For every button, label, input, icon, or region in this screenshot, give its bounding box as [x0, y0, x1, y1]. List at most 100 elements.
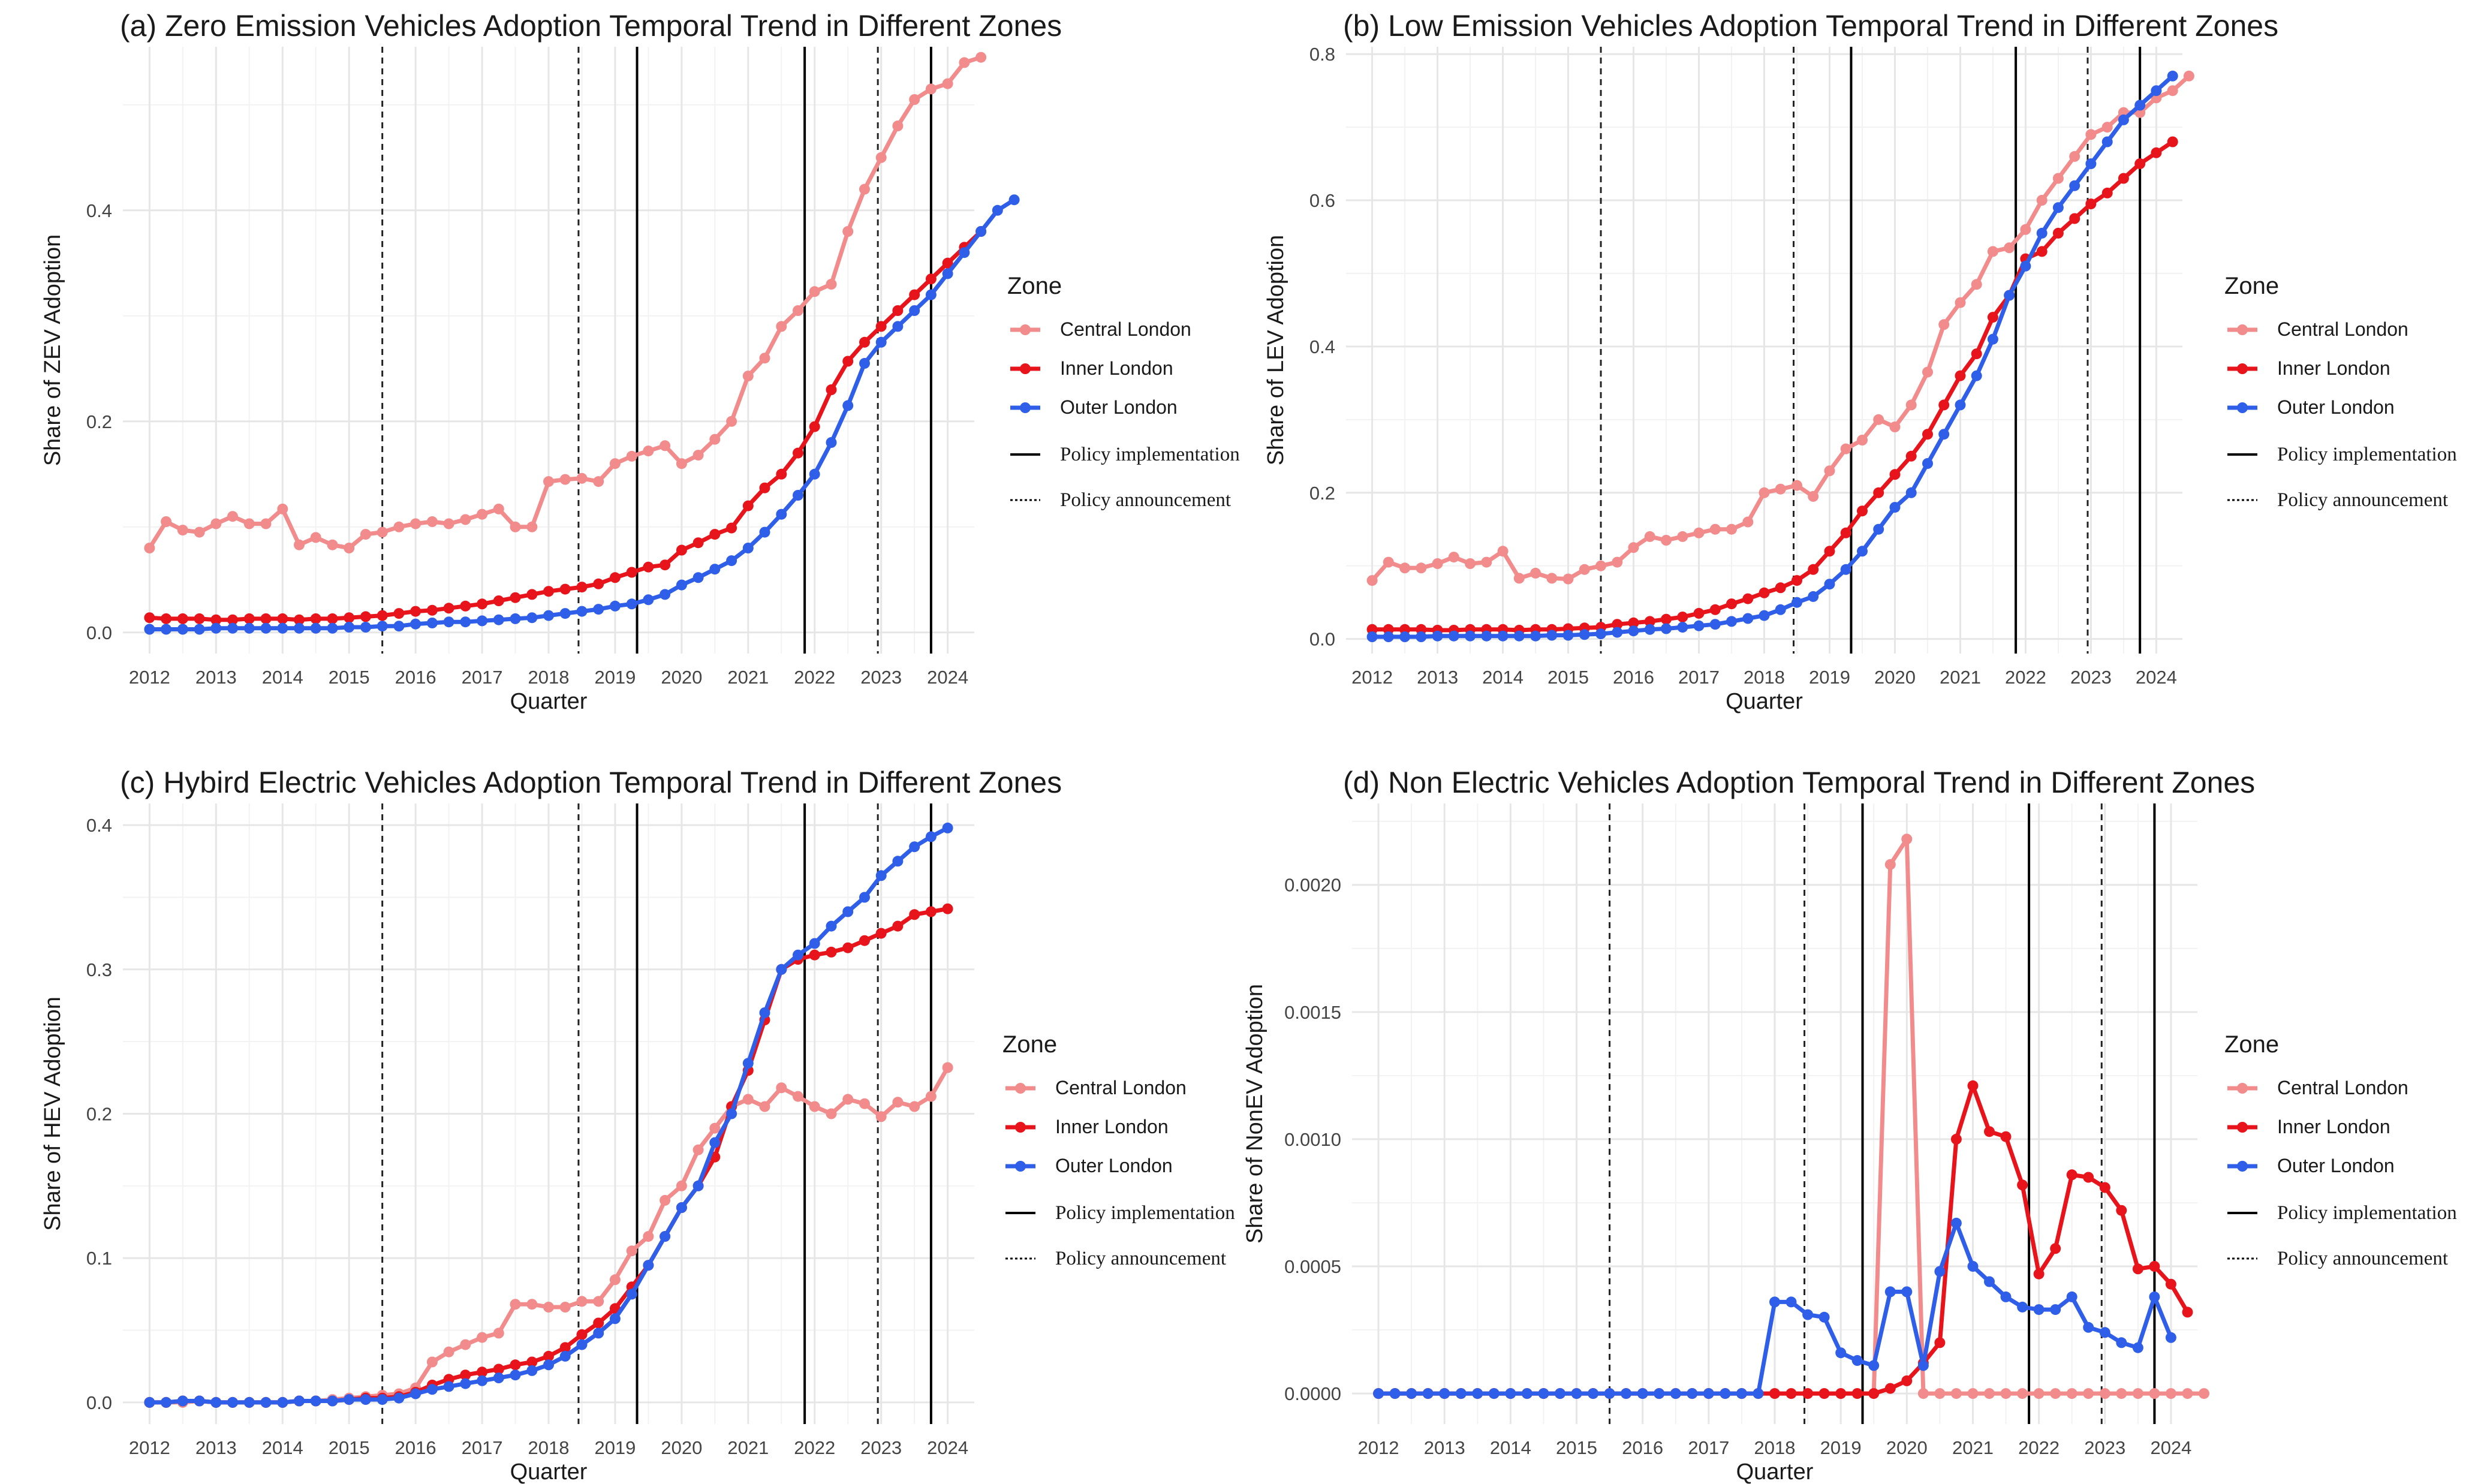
- data-point-outer: [1967, 1261, 1979, 1272]
- legend-label-inner: Inner London: [2277, 1116, 2390, 1137]
- data-point-outer: [344, 1394, 355, 1405]
- data-point-central: [626, 450, 637, 462]
- x-tick-label: 2023: [860, 1437, 902, 1458]
- x-tick-label: 2022: [2005, 667, 2046, 688]
- legend-marker-inner: [2237, 1122, 2248, 1133]
- data-point-outer: [1835, 1347, 1847, 1359]
- legend-label-impl: Policy implementation: [1060, 444, 1240, 465]
- data-point-inner: [543, 1350, 554, 1362]
- y-tick-label: 0.2: [86, 411, 112, 432]
- legend-label-impl: Policy implementation: [2277, 444, 2457, 465]
- x-tick-label: 2023: [2084, 1437, 2125, 1458]
- data-point-outer: [1637, 1388, 1648, 1399]
- data-point-outer: [260, 1396, 272, 1408]
- y-tick-label: 0.0010: [1284, 1129, 1341, 1150]
- data-point-central: [2052, 173, 2064, 184]
- data-point-central: [1579, 564, 1590, 575]
- y-tick-label: 0.0005: [1284, 1256, 1341, 1277]
- data-point-outer: [859, 358, 870, 369]
- data-point-inner: [510, 592, 521, 603]
- data-point-inner: [310, 613, 321, 624]
- data-point-inner: [144, 612, 155, 624]
- data-point-inner: [1934, 1337, 1946, 1348]
- data-point-outer: [1661, 623, 1672, 634]
- data-point-inner: [360, 611, 371, 622]
- data-point-outer: [1481, 630, 1492, 642]
- data-point-outer: [144, 624, 155, 635]
- legend-marker-central: [1015, 1083, 1026, 1094]
- data-point-outer: [1720, 1388, 1731, 1399]
- data-point-central: [1709, 523, 1721, 535]
- x-tick-label: 2020: [661, 1437, 702, 1458]
- data-point-outer: [377, 1394, 388, 1405]
- data-point-central: [2165, 1388, 2176, 1399]
- data-point-outer: [177, 624, 188, 635]
- data-point-central: [660, 440, 671, 451]
- data-point-inner: [609, 572, 621, 583]
- data-point-outer: [2017, 1301, 2028, 1313]
- data-point-outer: [1399, 631, 1411, 642]
- data-point-central: [1967, 1388, 1979, 1399]
- data-point-outer: [1521, 1388, 1532, 1399]
- data-point-inner: [2165, 1278, 2176, 1290]
- data-point-inner: [2134, 158, 2146, 170]
- data-point-central: [410, 518, 421, 529]
- data-point-inner: [793, 447, 803, 459]
- data-point-outer: [194, 1395, 205, 1407]
- data-point-central: [2004, 242, 2015, 254]
- data-point-outer: [1759, 610, 1770, 621]
- data-point-central: [426, 516, 438, 527]
- x-tick-label: 2013: [195, 667, 237, 688]
- data-point-outer: [1538, 1388, 1549, 1399]
- data-point-outer: [294, 1395, 305, 1407]
- data-point-outer: [676, 1202, 687, 1213]
- data-point-outer: [1465, 630, 1476, 642]
- data-point-inner: [2000, 1131, 2012, 1142]
- data-point-inner: [942, 257, 953, 269]
- data-point-outer: [2052, 202, 2064, 213]
- data-point-inner: [2118, 173, 2129, 184]
- data-point-outer: [1008, 194, 1020, 206]
- data-point-outer: [1562, 630, 1574, 641]
- data-point-central: [1562, 573, 1574, 585]
- data-point-outer: [1677, 622, 1688, 633]
- data-point-outer: [1709, 619, 1721, 630]
- x-tick-label: 2019: [1820, 1437, 1862, 1458]
- data-point-outer: [1432, 630, 1443, 642]
- data-point-outer: [742, 543, 754, 553]
- data-point-inner: [759, 482, 770, 493]
- data-point-inner: [1868, 1388, 1880, 1399]
- data-point-inner: [1661, 613, 1672, 625]
- data-point-outer: [377, 621, 388, 632]
- data-point-outer: [726, 555, 737, 567]
- data-point-inner: [277, 613, 288, 624]
- data-point-inner: [826, 946, 837, 958]
- data-point-outer: [875, 336, 887, 348]
- legend-label-ann: Policy announcement: [1055, 1248, 1226, 1269]
- data-point-central: [2182, 1388, 2193, 1399]
- legend-title: Zone: [1002, 1031, 1057, 1058]
- data-point-outer: [1703, 1388, 1714, 1399]
- data-point-outer: [1621, 1388, 1632, 1399]
- data-point-inner: [1835, 1388, 1847, 1399]
- y-tick-label: 0.8: [1309, 44, 1335, 65]
- data-point-inner: [443, 603, 454, 614]
- data-point-outer: [2167, 70, 2178, 82]
- data-point-outer: [1604, 1388, 1615, 1399]
- data-point-central: [543, 1302, 554, 1313]
- legend-label-ann: Policy announcement: [1060, 489, 1231, 511]
- data-point-central: [925, 1091, 937, 1102]
- data-point-outer: [1687, 1388, 1698, 1399]
- x-tick-label: 2017: [1688, 1437, 1729, 1458]
- data-point-outer: [909, 305, 920, 316]
- data-point-central: [460, 1339, 471, 1350]
- data-point-outer: [1422, 1388, 1434, 1399]
- chart-panel-d: 2012 2013 2014 2015 2016 2017 2018 2019 2020 2021…: [1242, 766, 2457, 1484]
- data-point-outer: [909, 841, 920, 853]
- data-point-inner: [2085, 198, 2097, 210]
- data-point-central: [576, 472, 588, 484]
- data-point-inner: [510, 1359, 521, 1371]
- chart-title: (c) Hybird Electric Vehicles Adoption Te…: [120, 766, 1062, 799]
- data-point-central: [1791, 480, 1802, 491]
- data-point-central: [2066, 1388, 2077, 1399]
